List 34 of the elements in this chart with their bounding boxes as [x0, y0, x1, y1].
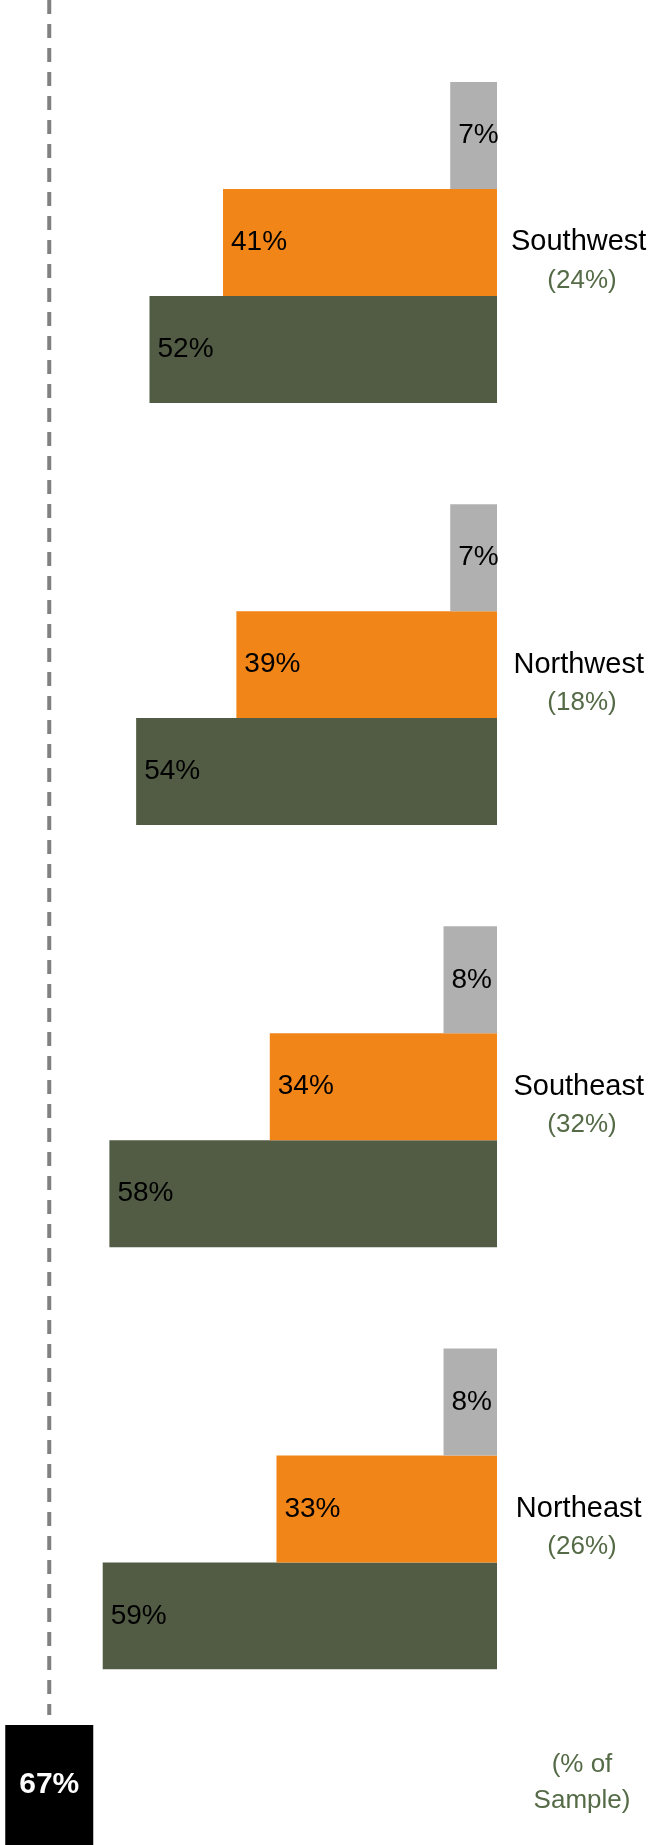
- bar: [136, 718, 497, 826]
- ref-line-label: 67%: [19, 1766, 80, 1800]
- data-label: 7%: [458, 540, 499, 572]
- data-label: 52%: [157, 332, 214, 364]
- bar: [223, 189, 497, 296]
- data-label: 8%: [451, 1384, 493, 1416]
- bar: [276, 1455, 497, 1563]
- bar: [450, 82, 497, 189]
- data-label: 34%: [277, 1069, 334, 1101]
- data-label: 7%: [458, 118, 499, 150]
- text: (32%): [547, 1107, 617, 1138]
- data-label: 54%: [144, 754, 201, 786]
- y-tick-label: Northeast: [515, 1490, 642, 1523]
- bar: [269, 1033, 497, 1141]
- text: (26%): [547, 1530, 617, 1561]
- text: (24%): [547, 263, 617, 294]
- y-tick-label: Northwest: [513, 646, 644, 679]
- data-label: 59%: [110, 1598, 167, 1630]
- text: (18%): [547, 685, 617, 716]
- bar: [149, 295, 497, 403]
- bar: [443, 1348, 497, 1456]
- text: (% of Sample): [533, 1748, 631, 1815]
- data-label: 33%: [284, 1491, 341, 1523]
- data-label: 39%: [244, 647, 301, 679]
- bar: [450, 504, 497, 612]
- data-label: 41%: [231, 225, 288, 257]
- y-tick-label: Southwest: [511, 224, 647, 257]
- data-label: 58%: [117, 1176, 174, 1208]
- bar: [102, 1562, 497, 1670]
- bar: [236, 611, 497, 719]
- data-label: 8%: [451, 962, 493, 994]
- bar: [109, 1140, 497, 1248]
- y-tick-label: Southeast: [513, 1068, 645, 1101]
- bar: [443, 926, 497, 1034]
